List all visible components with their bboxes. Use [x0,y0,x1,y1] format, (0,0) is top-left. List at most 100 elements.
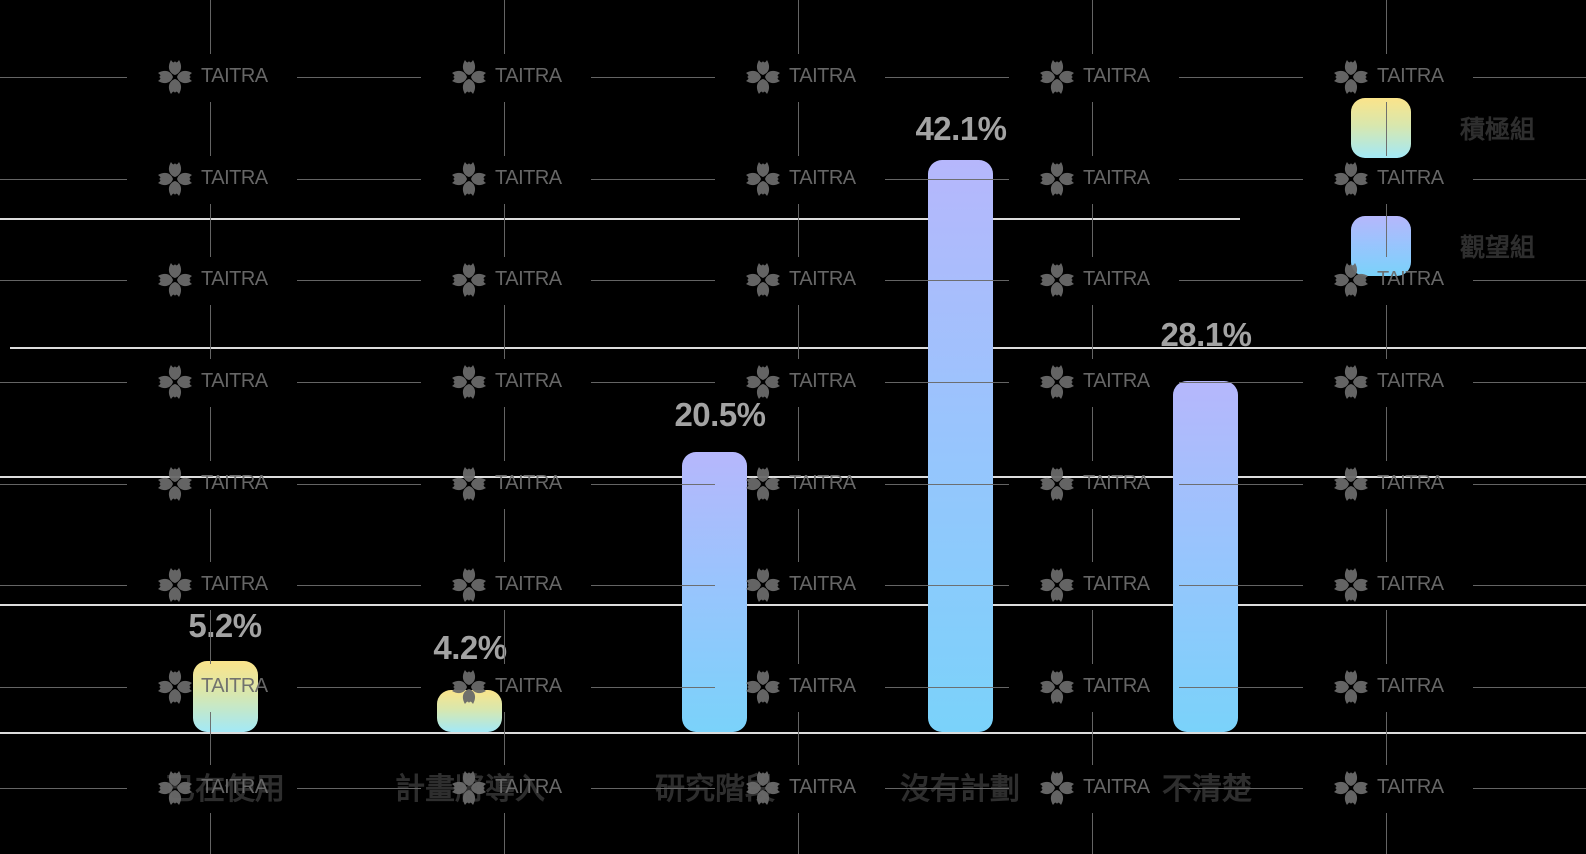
watermark-text: TAITRA [1083,65,1150,87]
taitra-logo-icon [158,467,192,501]
taitra-logo-icon [452,60,486,94]
taitra-logo-icon [746,771,780,805]
watermark-text: TAITRA [201,65,268,87]
gridline [0,476,1586,478]
watermark-text: TAITRA [495,370,562,392]
watermark-text: TAITRA [201,370,268,392]
watermark-logo: TAITRA [1037,464,1150,504]
watermark-logo: TAITRA [1331,159,1444,199]
watermark-logo: TAITRA [449,57,562,97]
taitra-logo-icon [1040,467,1074,501]
gridline [0,218,1240,220]
bar-no-plan [928,160,993,732]
watermark-logo: TAITRA [1331,260,1444,300]
watermark-logo: TAITRA [1037,159,1150,199]
taitra-logo-icon [452,670,486,704]
watermark-logo: TAITRA [449,768,562,808]
watermark-logo: TAITRA [1331,768,1444,808]
watermark-logo: TAITRA [1037,57,1150,97]
watermark-logo: TAITRA [155,768,268,808]
legend-swatch-wait [1351,216,1411,276]
watermark-logo: TAITRA [449,565,562,605]
watermark-text: TAITRA [495,268,562,290]
watermark-logo: TAITRA [155,464,268,504]
watermark-logo: TAITRA [743,260,856,300]
watermark-text: TAITRA [789,370,856,392]
watermark-text: TAITRA [201,776,268,798]
taitra-logo-icon [158,162,192,196]
taitra-logo-icon [1040,263,1074,297]
watermark-text: TAITRA [1377,776,1444,798]
watermark-logo: TAITRA [1331,362,1444,402]
taitra-logo-icon [452,467,486,501]
taitra-logo-icon [452,771,486,805]
watermark-text: TAITRA [1377,167,1444,189]
category-label: 沒有計劃 [900,772,1020,807]
watermark-logo: TAITRA [743,159,856,199]
taitra-logo-icon [1040,60,1074,94]
taitra-logo-icon [746,568,780,602]
bar-already-using [193,661,258,732]
watermark-text: TAITRA [201,573,268,595]
watermark-logo: TAITRA [743,565,856,605]
category-label: 不清楚 [1162,772,1252,807]
watermark-text: TAITRA [1083,268,1150,290]
taitra-logo-icon [1334,771,1368,805]
taitra-logo-icon [158,263,192,297]
watermark-logo: TAITRA [743,768,856,808]
bar-researching [682,452,747,732]
watermark-logo: TAITRA [1037,667,1150,707]
watermark-text: TAITRA [789,65,856,87]
gridline-baseline [0,732,1586,734]
gridline [0,604,1586,606]
watermark-text: TAITRA [1377,472,1444,494]
watermark-logo: TAITRA [449,260,562,300]
watermark-logo: TAITRA [743,57,856,97]
watermark-text: TAITRA [789,472,856,494]
watermark-text: TAITRA [495,573,562,595]
taitra-logo-icon [746,670,780,704]
watermark-text: TAITRA [789,675,856,697]
watermark-text: TAITRA [1083,167,1150,189]
watermark-text: TAITRA [495,675,562,697]
taitra-logo-icon [1334,162,1368,196]
watermark-logo: TAITRA [1331,565,1444,605]
taitra-logo-icon [452,365,486,399]
watermark-logo: TAITRA [449,362,562,402]
watermark-text: TAITRA [201,472,268,494]
taitra-logo-icon [158,365,192,399]
taitra-logo-icon [1334,467,1368,501]
watermark-logo: TAITRA [155,565,268,605]
watermark-text: TAITRA [1083,573,1150,595]
taitra-logo-icon [746,263,780,297]
taitra-logo-icon [1334,60,1368,94]
watermark-logo: TAITRA [1331,464,1444,504]
watermark-text: TAITRA [789,776,856,798]
taitra-logo-icon [158,568,192,602]
taitra-logo-icon [1334,263,1368,297]
taitra-logo-icon [1334,568,1368,602]
watermark-text: TAITRA [1377,65,1444,87]
value-label: 28.1% [1160,316,1252,353]
watermark-text: TAITRA [201,268,268,290]
watermark-logo: TAITRA [449,667,562,707]
taitra-logo-icon [452,263,486,297]
taitra-logo-icon [746,365,780,399]
watermark-logo: TAITRA [155,667,268,707]
watermark-text: TAITRA [1377,370,1444,392]
watermark-text: TAITRA [1377,675,1444,697]
watermark-text: TAITRA [201,675,268,697]
watermark-logo: TAITRA [743,464,856,504]
watermark-logo: TAITRA [155,159,268,199]
taitra-logo-icon [746,467,780,501]
watermark-logo: TAITRA [1331,667,1444,707]
watermark-text: TAITRA [1083,675,1150,697]
watermark-logo: TAITRA [1331,57,1444,97]
watermark-text: TAITRA [1083,370,1150,392]
watermark-logo: TAITRA [1037,768,1150,808]
watermark-text: TAITRA [1377,268,1444,290]
taitra-logo-icon [158,771,192,805]
taitra-logo-icon [1040,670,1074,704]
